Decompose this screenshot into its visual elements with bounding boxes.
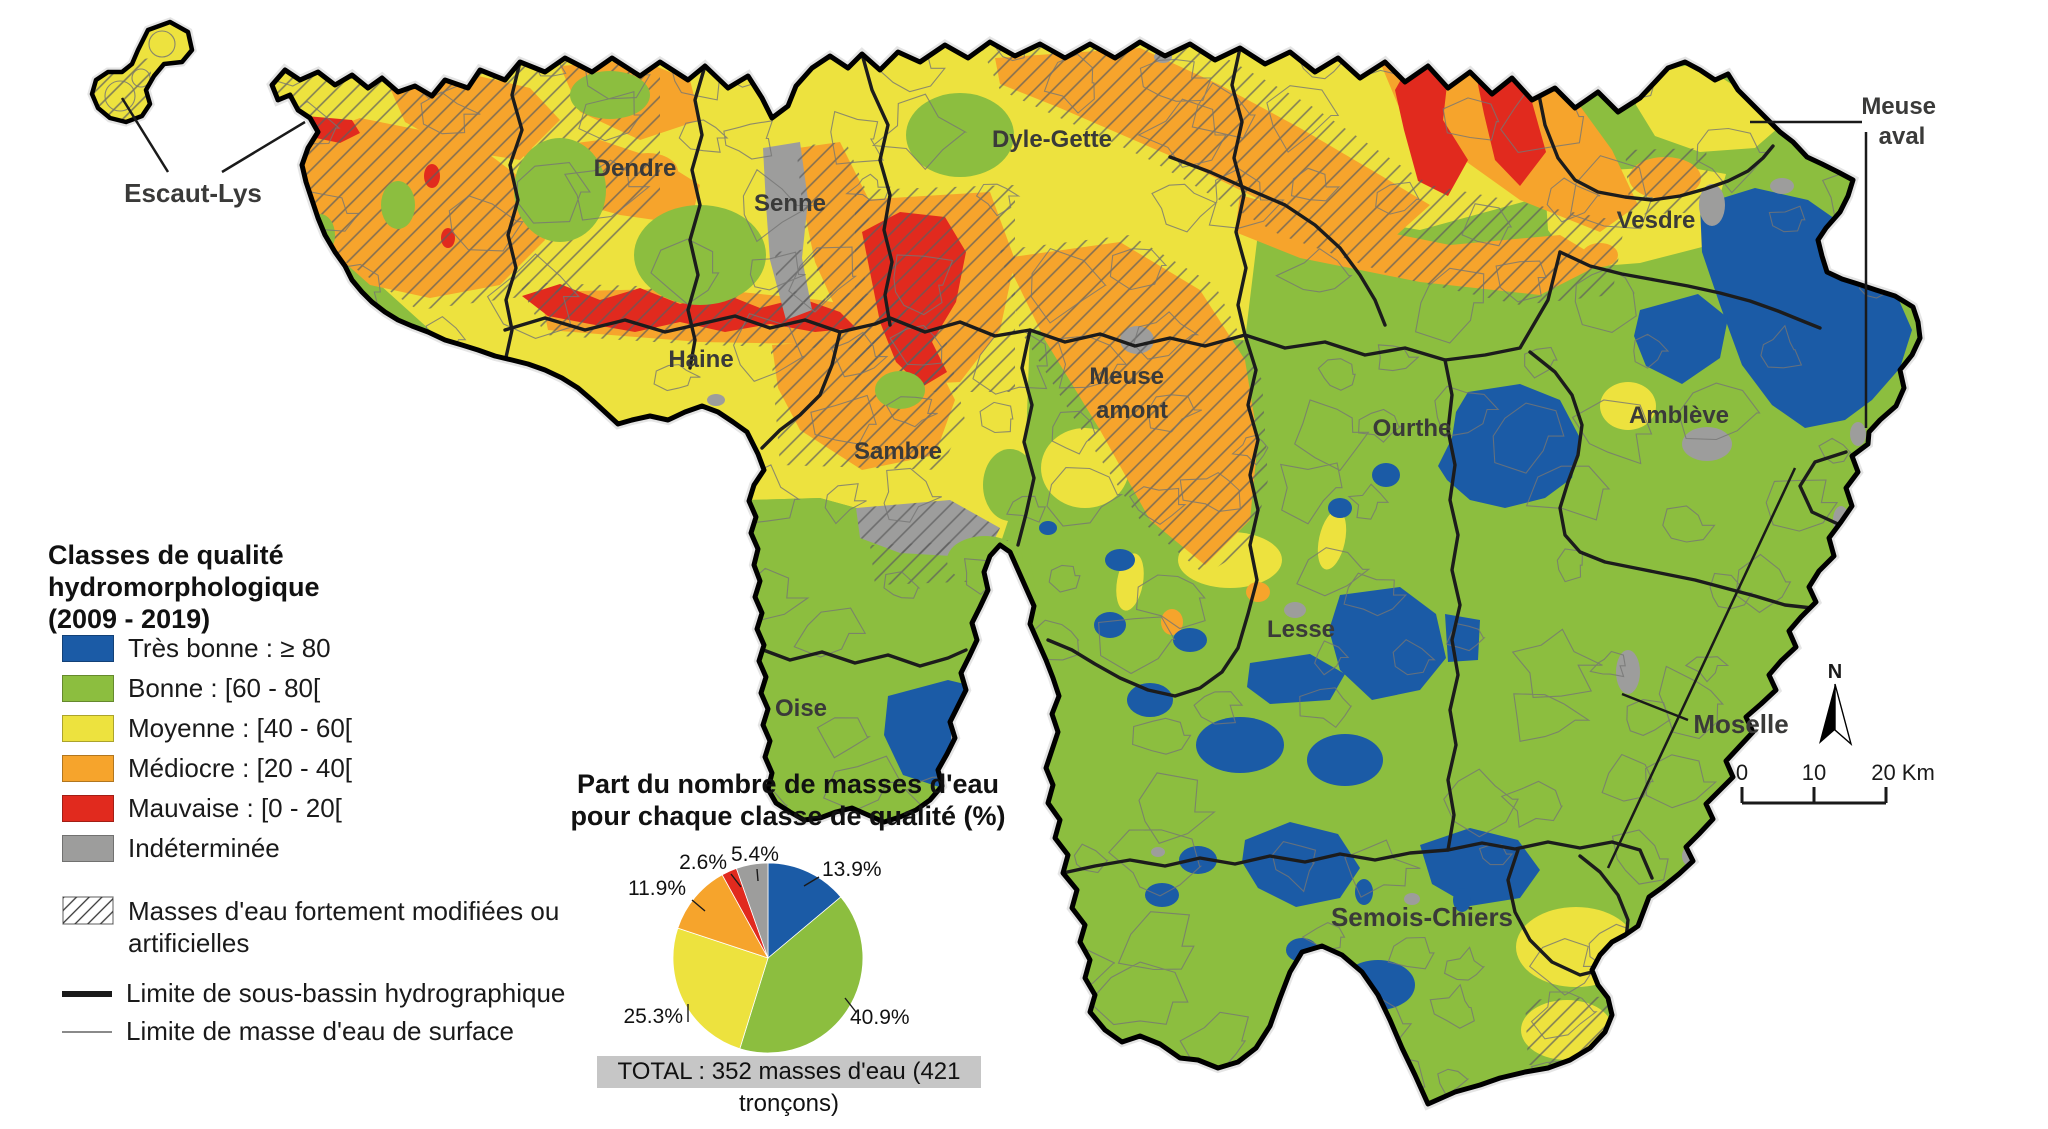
pie-value-label-0: 13.9% [822, 858, 882, 881]
basin-label-oise: Oise [775, 695, 827, 722]
swatch-mediocre [62, 755, 114, 782]
pie-value-label-2: 25.3% [623, 1005, 683, 1028]
basin-label-meuse-amont: Meuse amont [1089, 363, 1170, 424]
basin-label-vesdre: Vesdre [1617, 207, 1696, 234]
basin-label-escaut-lys: Escaut-Lys [124, 178, 262, 208]
basin-label-dendre: Dendre [594, 155, 677, 182]
hatch-swatch [62, 896, 114, 925]
pie-value-label-4: 2.6% [679, 851, 727, 874]
thin-line-swatch [62, 1030, 112, 1033]
basin-label-haine: Haine [668, 346, 733, 373]
quality-indeterminee-zones-east [951, 178, 1866, 1074]
legend-item-heavily-modified: Masses d'eau fortement modifiées ou arti… [62, 896, 559, 959]
basin-label-ambleve: Amblève [1629, 402, 1729, 429]
north-arrow: N [1819, 661, 1853, 747]
basin-label-lesse: Lesse [1267, 616, 1335, 643]
basin-label-meuse-aval: Meuse aval [1861, 93, 1942, 150]
scale-tick-20km: 20 Km [1871, 760, 1935, 785]
pie-chart: 13.9% 40.9% 25.3% 11.9% 2.6% 5.4% [623, 843, 910, 1054]
north-arrow-label: N [1828, 661, 1842, 683]
swatch-bonne [62, 675, 114, 702]
legend-item-sub-basin-boundary: Limite de sous-bassin hydrographique [62, 978, 565, 1009]
pie-value-label-3: 11.9% [628, 877, 686, 900]
pie-slice-0 [767, 862, 842, 959]
pie-slices [672, 862, 864, 1054]
scale-tick-0: 0 [1736, 760, 1748, 785]
pie-value-label-5: 5.4% [731, 843, 779, 866]
legend-item-water-body-boundary: Limite de masse d'eau de surface [62, 1016, 514, 1047]
pie-chart-title: Part du nombre de masses d'eau pour chaq… [570, 769, 1006, 832]
basin-label-senne: Senne [754, 190, 826, 217]
swatch-tres-bonne [62, 635, 114, 662]
legend-item-indeterminee: Indéterminée [62, 833, 280, 864]
pie-slice-5 [735, 862, 769, 959]
scale-bar: 0 10 20 Km [1736, 760, 1935, 805]
legend-title: Classes de qualité hydromorphologique (2… [48, 540, 320, 634]
pie-label-tick-1 [844, 997, 857, 1013]
basin-label-ourthe: Ourthe [1373, 415, 1452, 442]
sub-basin-boundaries [503, 46, 1848, 977]
swatch-indeterminee [62, 835, 114, 862]
basin-label-semois-chiers: Semois-Chiers [1331, 902, 1513, 932]
legend-item-tres-bonne: Très bonne : ≥ 80 [62, 633, 331, 664]
pie-label-tick-0 [803, 876, 820, 887]
legend: Classes de qualité hydromorphologique (2… [48, 540, 528, 636]
basin-label-moselle: Moselle [1693, 709, 1788, 739]
basin-label-dyle-gette: Dyle-Gette [992, 126, 1112, 153]
scale-tick-10: 10 [1802, 760, 1826, 785]
pie-label-tick-5 [756, 868, 759, 882]
pie-slice-1 [739, 896, 864, 1054]
north-arrow-left-blade [1819, 684, 1835, 744]
swatch-moyenne [62, 715, 114, 742]
basin-labels: Escaut-Lys Dendre Senne Dyle-Gette Haine… [124, 93, 1942, 932]
wallonia-map [258, 11, 1926, 1129]
pie-value-label-1: 40.9% [850, 1006, 910, 1029]
legend-item-mauvaise: Mauvaise : [0 - 20[ [62, 793, 342, 824]
pie-slice-3 [677, 874, 769, 959]
swatch-mauvaise [62, 795, 114, 822]
legend-item-bonne: Bonne : [60 - 80[ [62, 673, 320, 704]
north-arrow-right-blade [1834, 683, 1853, 747]
pie-label-tick-4 [730, 873, 742, 888]
escaut-lys-piece [88, 22, 192, 126]
pie-label-tick-3 [691, 899, 706, 912]
basin-label-sambre: Sambre [854, 438, 942, 465]
thick-line-swatch [62, 990, 112, 997]
legend-item-moyenne: Moyenne : [40 - 60[ [62, 713, 352, 744]
pie-slice-2 [672, 927, 769, 1050]
legend-item-mediocre: Médiocre : [20 - 40[ [62, 753, 352, 784]
total-label: TOTAL : 352 masses d'eau (421 tronçons) [597, 1056, 981, 1117]
leader-lines [120, 97, 1868, 869]
